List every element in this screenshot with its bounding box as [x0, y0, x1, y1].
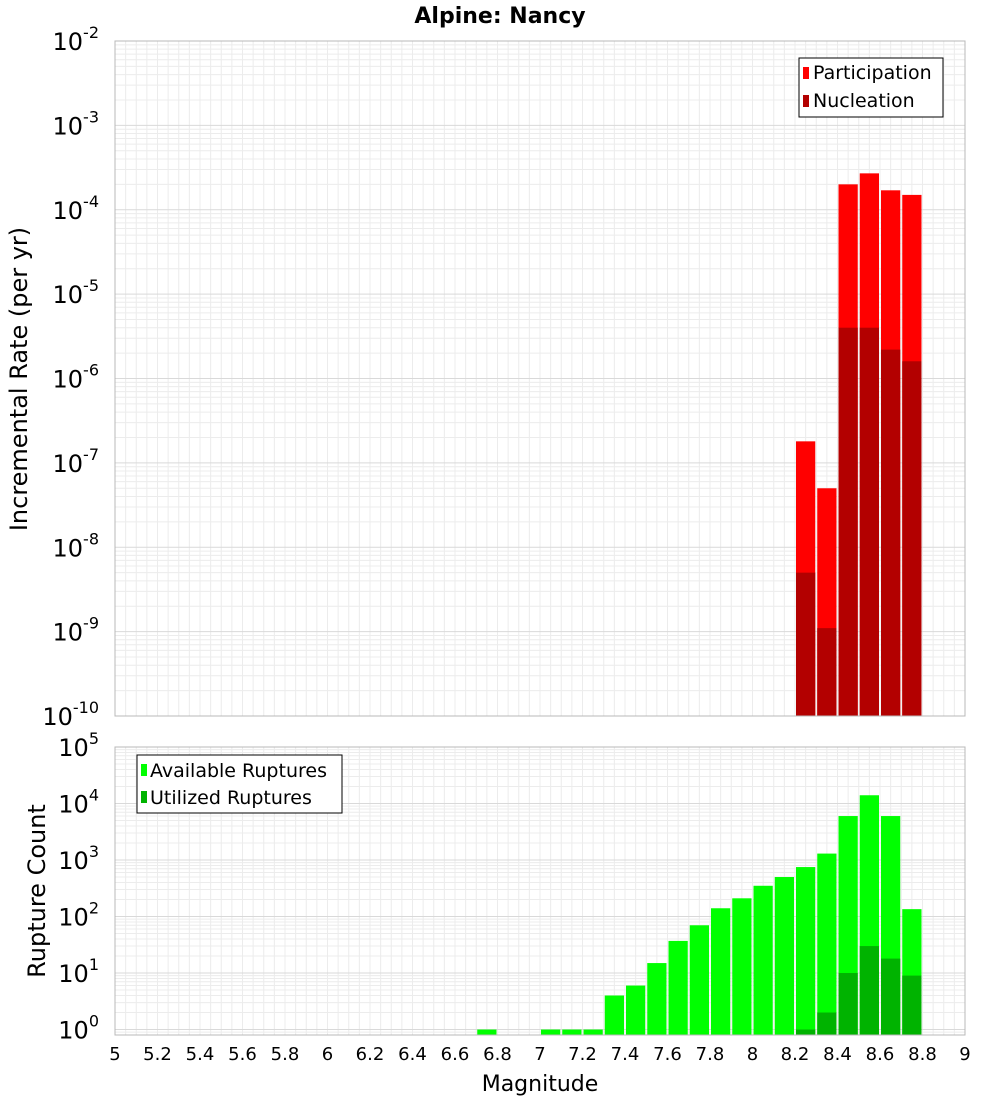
legend-swatch-nucleation — [803, 95, 809, 107]
x-tick-label: 6 — [322, 1044, 333, 1065]
bar-available-ruptures — [604, 995, 624, 1035]
bar-utilized-ruptures — [838, 973, 858, 1035]
bar-nucleation — [902, 361, 922, 716]
top-legend-box — [798, 57, 944, 118]
top-plot-frame — [114, 40, 966, 717]
x-tick-label: 9 — [959, 1044, 970, 1065]
x-tick-label: 7.2 — [568, 1044, 597, 1065]
bar-nucleation — [859, 327, 879, 716]
bar-nucleation — [796, 572, 816, 716]
bar-available-ruptures — [817, 853, 837, 1035]
bar-available-ruptures — [477, 1029, 497, 1035]
bar-available-ruptures — [732, 898, 752, 1035]
x-tick-label: 6.4 — [398, 1044, 427, 1065]
x-tick-label: 5 — [109, 1044, 120, 1065]
bar-available-ruptures — [626, 985, 646, 1035]
bar-nucleation — [881, 349, 901, 716]
legend-swatch-available-ruptures — [141, 764, 147, 776]
x-tick-label: 5.6 — [228, 1044, 257, 1065]
top-legend: Participation Nucleation — [798, 57, 944, 118]
x-tick-label: 6.2 — [356, 1044, 385, 1065]
bar-available-ruptures — [774, 877, 794, 1035]
bottom-legend-box — [136, 754, 343, 814]
legend-swatch-utilized-ruptures — [141, 791, 147, 803]
bottom-plot-frame — [114, 746, 966, 1036]
legend-label-utilized-ruptures: Utilized Ruptures — [150, 787, 312, 809]
bar-available-ruptures — [541, 1029, 561, 1035]
x-tick-label: 8.4 — [823, 1044, 852, 1065]
top-bars — [796, 173, 922, 717]
x-tick-label: 5.4 — [186, 1044, 215, 1065]
bottom-legend: Available Ruptures Utilized Ruptures — [136, 754, 343, 814]
bot-y-tick-label: 103 — [58, 842, 99, 875]
x-axis-label: Magnitude — [482, 1072, 599, 1097]
bar-utilized-ruptures — [817, 1012, 837, 1035]
legend-swatch-participation — [803, 67, 809, 79]
bar-utilized-ruptures — [881, 958, 901, 1035]
bar-available-ruptures — [711, 908, 731, 1035]
x-tick-label: 7.6 — [653, 1044, 682, 1065]
x-tick-label: 5.2 — [143, 1044, 172, 1065]
bar-nucleation — [838, 327, 858, 716]
bar-available-ruptures — [583, 1029, 603, 1035]
legend-label-nucleation: Nucleation — [813, 90, 915, 112]
bar-utilized-ruptures — [902, 975, 922, 1035]
x-tick-label: 7 — [534, 1044, 545, 1065]
top-y-axis-label: Incremental Rate (per yr) — [5, 227, 33, 531]
bar-available-ruptures — [753, 885, 773, 1035]
legend-label-available-ruptures: Available Ruptures — [150, 760, 327, 782]
bar-available-ruptures — [668, 940, 688, 1035]
top-y-tick-label: 10-5 — [53, 276, 100, 309]
chart-title: Alpine: Nancy — [414, 4, 585, 29]
x-tick-label: 8.2 — [781, 1044, 810, 1065]
x-tick-label: 8.8 — [908, 1044, 937, 1065]
x-tick-label: 7.8 — [696, 1044, 725, 1065]
bar-available-ruptures — [562, 1029, 582, 1035]
bar-available-ruptures — [647, 963, 667, 1035]
x-tick-labels: 5 5.2 5.4 5.6 5.8 6 6.2 6.4 6.6 6.8 7 7.2 7.4 7.6 7.8 8… — [109, 1044, 970, 1065]
x-tick-label: 7.4 — [611, 1044, 640, 1065]
bar-utilized-ruptures — [859, 946, 879, 1035]
top-gridlines — [115, 41, 965, 716]
bar-utilized-ruptures — [796, 1029, 816, 1035]
bottom-y-axis-label: Rupture Count — [23, 804, 51, 978]
x-tick-label: 6.8 — [483, 1044, 512, 1065]
bar-available-ruptures — [689, 925, 709, 1035]
x-tick-label: 8.6 — [866, 1044, 895, 1065]
bottom-bars — [477, 795, 922, 1035]
x-tick-label: 8 — [747, 1044, 758, 1065]
bar-nucleation — [817, 628, 837, 716]
x-tick-label: 5.8 — [271, 1044, 300, 1065]
legend-label-participation: Participation — [813, 62, 932, 84]
bar-available-ruptures — [796, 867, 816, 1035]
x-tick-label: 6.6 — [441, 1044, 470, 1065]
